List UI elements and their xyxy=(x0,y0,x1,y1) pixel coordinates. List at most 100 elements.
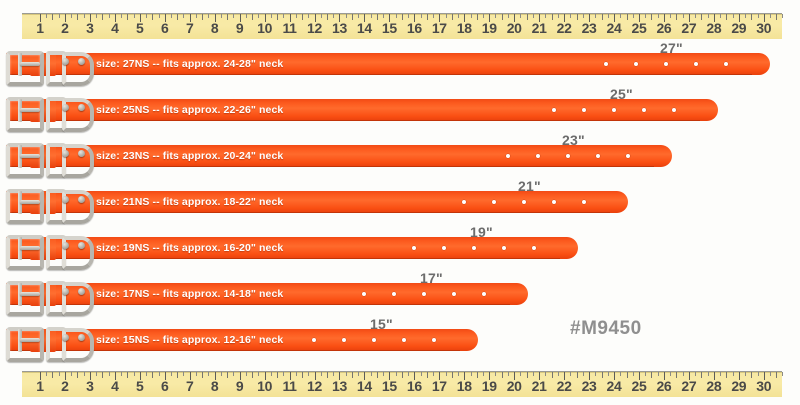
ruler-tick-minor xyxy=(133,372,135,376)
buckle-tongue-icon xyxy=(20,200,40,204)
ruler-tick-minor xyxy=(121,372,123,376)
ruler-tick-major xyxy=(589,372,591,380)
ruler-tick-major xyxy=(164,14,166,22)
ruler-number: 16 xyxy=(406,20,422,36)
collar-size-label: size: 19NS -- fits approx. 16-20" neck xyxy=(96,242,284,254)
ruler-tick-major xyxy=(289,14,291,22)
ruler-tick-minor xyxy=(108,372,110,376)
collar-hole xyxy=(582,108,586,112)
ruler-tick-minor xyxy=(177,14,179,20)
ruler-tick-major xyxy=(663,14,665,22)
ruler-tick-minor xyxy=(177,372,179,378)
ruler-tick-minor xyxy=(545,372,547,376)
ruler-tick-minor xyxy=(158,372,160,376)
ruler-tick-minor xyxy=(670,372,672,376)
buckle-frame-icon xyxy=(6,281,44,316)
ruler-tick-minor xyxy=(408,14,410,18)
collar-row[interactable]: size: 19NS -- fits approx. 16-20" neck xyxy=(0,234,800,270)
ruler-tick-minor xyxy=(258,372,260,376)
ruler-number: 13 xyxy=(331,378,347,394)
ruler-tick-minor xyxy=(676,372,678,378)
ruler-tick-minor xyxy=(657,372,659,376)
ruler-tick-minor xyxy=(601,372,603,378)
collar-row[interactable]: size: 23NS -- fits approx. 20-24" neck xyxy=(0,142,800,178)
ruler-tick-major xyxy=(364,372,366,380)
ruler-tick-minor xyxy=(383,14,385,18)
ruler-tick-minor xyxy=(326,372,328,378)
ruler-tick-minor xyxy=(52,14,54,20)
ruler-tick-minor xyxy=(582,14,584,18)
ruler-number: 1 xyxy=(36,378,44,394)
collar-row[interactable]: size: 17NS -- fits approx. 14-18" neck xyxy=(0,280,800,316)
ruler-top: 1 2 3 4 5 6 7 8 9 10 11 12 13 14 15 16 17 18 19 20 21 22 23 24 2… xyxy=(22,8,784,39)
ruler-tick-minor xyxy=(695,14,697,18)
ruler-tick-minor xyxy=(245,14,247,18)
ruler-tick-minor xyxy=(401,372,403,378)
ruler-tick-minor xyxy=(227,14,229,20)
ruler-tick-major xyxy=(539,14,541,22)
ruler-tick-major xyxy=(64,372,66,380)
collar-row[interactable]: size: 27NS -- fits approx. 24-28" neck xyxy=(0,50,800,86)
ruler-tick-minor xyxy=(682,14,684,18)
ruler-tick-minor xyxy=(252,372,254,378)
ruler-tick-minor xyxy=(383,372,385,376)
ruler-tick-minor xyxy=(333,372,335,376)
collar-row[interactable]: size: 15NS -- fits approx. 12-16" neck xyxy=(0,326,800,362)
ruler-number: 5 xyxy=(136,378,144,394)
ruler-tick-minor xyxy=(657,14,659,18)
ruler-tick-major xyxy=(139,372,141,380)
ruler-number: 4 xyxy=(111,20,119,36)
collar-hole xyxy=(492,200,496,204)
collar-hole xyxy=(694,62,698,66)
ruler-tick-minor xyxy=(308,14,310,18)
ruler-number: 29 xyxy=(731,20,747,36)
ruler-tick-minor xyxy=(651,372,653,378)
collar-hole xyxy=(612,108,616,112)
ruler-tick-major xyxy=(713,14,715,22)
ruler-tick-major xyxy=(439,372,441,380)
ruler-tick-major xyxy=(339,14,341,22)
collar-size-label: size: 25NS -- fits approx. 22-26" neck xyxy=(96,104,284,116)
ruler-tick-minor xyxy=(283,372,285,376)
ruler-tick-major xyxy=(389,14,391,22)
ruler-tick-minor xyxy=(701,372,703,378)
collar-hole xyxy=(642,108,646,112)
part-number: #M9450 xyxy=(570,318,642,339)
ruler-tick-major xyxy=(514,372,516,380)
ruler-tick-major xyxy=(464,14,466,22)
collar-length-label: 21" xyxy=(518,178,541,194)
collar-size-label: size: 23NS -- fits approx. 20-24" neck xyxy=(96,150,284,162)
ruler-tick-major xyxy=(638,14,640,22)
ruler-tick-minor xyxy=(308,372,310,376)
ruler-number: 20 xyxy=(506,378,522,394)
ruler-number: 5 xyxy=(136,20,144,36)
ruler-tick-minor xyxy=(620,14,622,18)
ruler-tick-major xyxy=(663,372,665,380)
collar-row[interactable]: size: 21NS -- fits approx. 18-22" neck xyxy=(0,188,800,224)
ruler-number: 17 xyxy=(431,378,447,394)
collar-hole xyxy=(312,338,316,342)
ruler-number: 24 xyxy=(606,378,622,394)
collar-strap-tip xyxy=(510,283,528,305)
ruler-tick-major xyxy=(189,14,191,22)
ruler-tick-minor xyxy=(433,372,435,376)
ruler-tick-minor xyxy=(202,372,204,378)
ruler-tick-minor xyxy=(320,14,322,18)
ruler-number: 22 xyxy=(556,20,572,36)
collar-row[interactable]: size: 25NS -- fits approx. 22-26" neck xyxy=(0,96,800,132)
collar-length-label: 15" xyxy=(370,316,393,332)
ruler-tick-minor xyxy=(576,372,578,378)
ruler-tick-minor xyxy=(570,14,572,18)
collar-hole xyxy=(532,246,536,250)
ruler-tick-major xyxy=(114,14,116,22)
ruler-tick-minor xyxy=(258,14,260,18)
ruler-tick-minor xyxy=(776,372,778,378)
buckle-tongue-icon xyxy=(20,62,40,66)
ruler-tick-minor xyxy=(183,14,185,18)
ruler-tick-minor xyxy=(507,372,509,376)
ruler-tick-major xyxy=(514,14,516,22)
ruler-number: 12 xyxy=(307,20,323,36)
ruler-tick-major xyxy=(414,372,416,380)
ruler-tick-minor xyxy=(745,372,747,376)
ruler-tick-minor xyxy=(71,372,73,376)
